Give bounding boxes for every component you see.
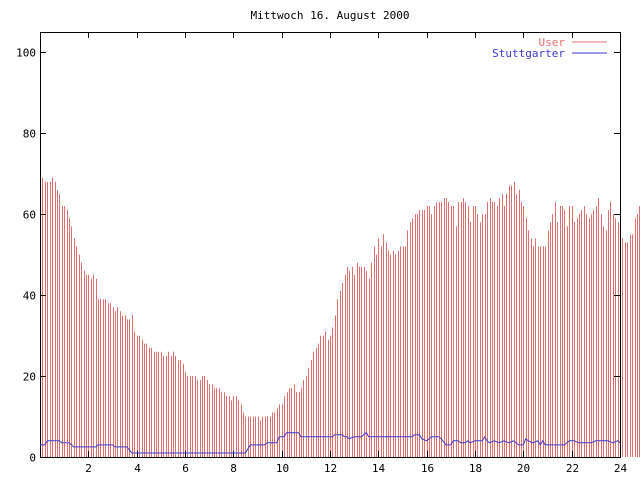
legend: User Stuttgarter: [492, 36, 607, 60]
x-tick-label: 8: [230, 462, 237, 475]
x-tick-label: 14: [372, 462, 386, 475]
x-tick-label: 18: [469, 462, 482, 475]
x-tick-label: 2: [85, 462, 92, 475]
x-tick-label: 6: [182, 462, 189, 475]
x-tick-label: 22: [566, 462, 579, 475]
y-tick-label: 80: [23, 128, 36, 141]
x-tick-label: 16: [421, 462, 434, 475]
x-tick-label: 12: [324, 462, 337, 475]
x-tick-label: 4: [134, 462, 141, 475]
x-tick-label: 10: [276, 462, 289, 475]
y-tick-label: 60: [23, 209, 36, 222]
chart-title: Mittwoch 16. August 2000: [251, 9, 410, 22]
legend-stuttgarter-label: Stuttgarter: [492, 47, 565, 60]
y-tick-label: 20: [23, 371, 36, 384]
x-tick-label: 20: [517, 462, 530, 475]
user-series: [41, 162, 640, 457]
x-tick-label: 24: [614, 462, 628, 475]
y-tick-label: 0: [29, 452, 36, 465]
y-tick-label: 40: [23, 290, 36, 303]
y-tick-label: 100: [16, 47, 36, 60]
